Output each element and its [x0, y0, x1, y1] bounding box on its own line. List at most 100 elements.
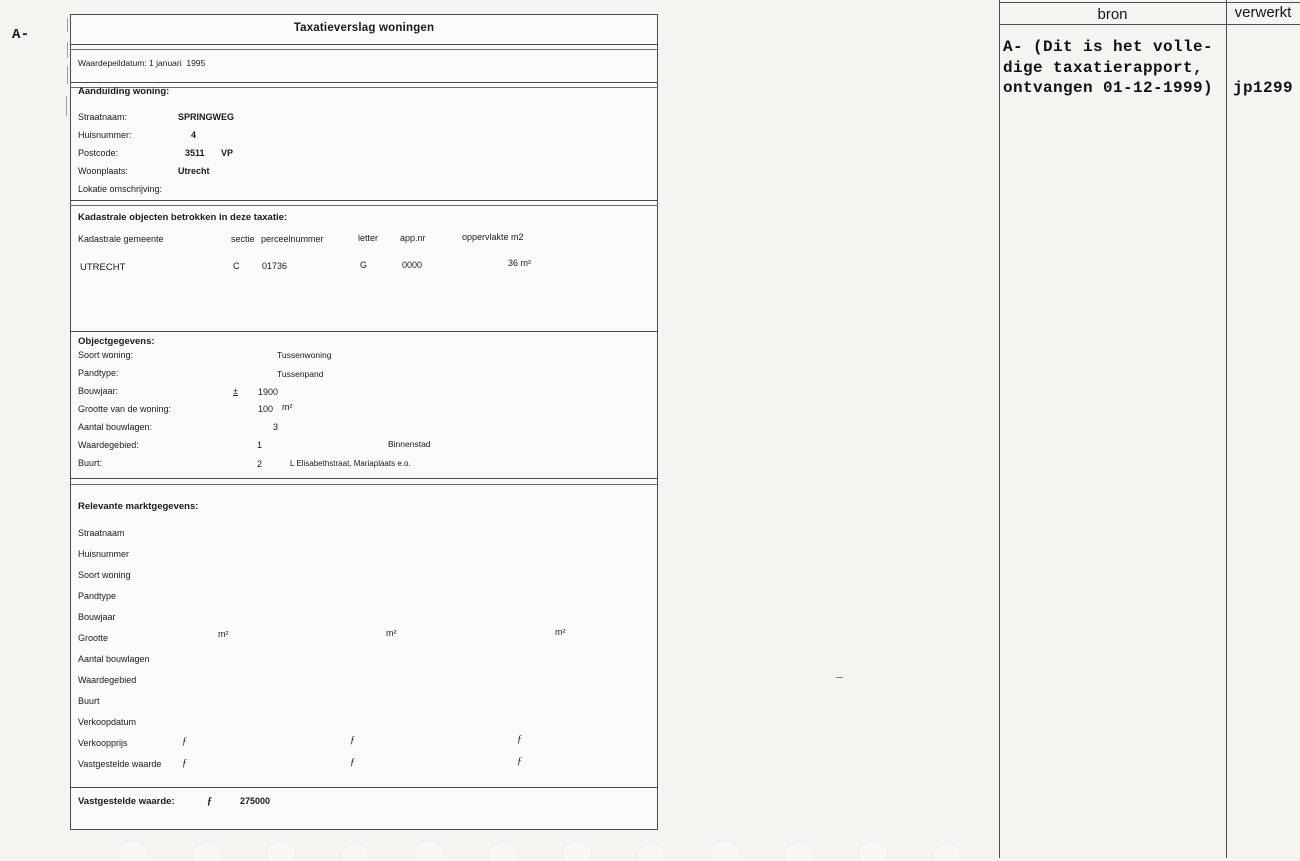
field-value-waardegebied-naam: Binnenstad: [388, 439, 431, 449]
field-value-waardegebied-code: 1: [257, 440, 263, 450]
field-value-postcode-letters: VP: [221, 148, 234, 158]
markt-row-label: Pandtype: [78, 591, 117, 601]
markt-row-label: Vastgestelde waarde: [78, 759, 162, 769]
field-value-bouwlagen: 3: [273, 422, 279, 432]
register-note-line1: A- (Dit is het volle-: [1003, 38, 1214, 56]
totaal-label: Vastgestelde waarde:: [78, 796, 175, 807]
markt-row-label: Straatnaam: [78, 528, 125, 538]
col-header-perceelnummer: perceelnummer: [261, 234, 324, 244]
markt-m2-col3: m²: [555, 627, 566, 637]
col-header-gemeente: Kadastrale gemeente: [78, 234, 164, 244]
register-note-line3: ontvangen 01-12-1999): [1003, 79, 1214, 97]
field-value-postcode-cijfers: 3511: [185, 148, 205, 158]
scan-speck: [836, 677, 843, 678]
col-header-appnr: app.nr: [400, 233, 426, 243]
scan-artifact: [488, 842, 518, 861]
markt-row-label: Bouwjaar: [78, 612, 116, 622]
col-header-oppervlakte: oppervlakte m2: [462, 232, 524, 242]
section-heading-kadastraal: Kadastrale objecten betrokken in deze ta…: [78, 212, 288, 223]
scan-artifact: [932, 843, 962, 861]
field-label-straatnaam: Straatnaam:: [78, 112, 128, 122]
field-label-waardegebied: Waardegebied:: [78, 440, 139, 450]
field-label-woonplaats: Woonplaats:: [78, 166, 128, 176]
form-border-top: [70, 14, 658, 15]
field-value-grootte: 100: [258, 404, 274, 414]
register-verwerkt-value: jp1299: [1233, 79, 1294, 97]
divider: [70, 200, 658, 201]
divider: [70, 484, 658, 485]
cell-sectie: C: [233, 261, 240, 271]
register-note-line2: dige taxatierapport,: [1003, 59, 1204, 77]
field-label-buurt: Buurt:: [78, 458, 103, 468]
markt-row-label: Aantal bouwlagen: [78, 654, 150, 664]
divider-title: [70, 44, 658, 45]
field-value-bouwjaar-prefix: ±: [233, 386, 238, 396]
markt-row-label: Verkoopprijs: [78, 738, 128, 748]
register-border-left: [999, 0, 1000, 858]
field-value-straatnaam: SPRINGWEG: [178, 112, 235, 122]
cell-appnr: 0000: [402, 260, 423, 270]
field-value-grootte-unit: m²: [282, 402, 293, 412]
divider: [70, 787, 658, 788]
markt-florin-waarde-col3: ƒ: [517, 756, 522, 767]
cell-perceelnummer: 01736: [262, 261, 288, 271]
field-value-soort-woning: Tussenwoning: [277, 350, 332, 360]
section-heading-markt: Relevante marktgegevens:: [78, 501, 199, 512]
scan-artifact: [710, 840, 740, 861]
field-label-postcode: Postcode:: [78, 148, 119, 158]
markt-florin-verkoopprijs-col1: ƒ: [182, 736, 187, 747]
markt-row-label: Waardegebied: [78, 675, 137, 685]
divider: [70, 82, 658, 83]
register-header-divider: [999, 24, 1300, 25]
form-border-bottom: [70, 829, 658, 830]
divider: [70, 478, 658, 479]
scan-artifact: [67, 66, 68, 84]
scan-artifact: [858, 840, 888, 861]
markt-m2-col2: m²: [386, 628, 397, 638]
field-value-buurt-code: 2: [257, 459, 263, 469]
markt-m2-col1: m²: [218, 629, 229, 639]
totaal-florin: ƒ: [207, 796, 212, 807]
section-heading-object: Objectgegevens:: [78, 336, 155, 347]
markt-florin-waarde-col2: ƒ: [350, 757, 355, 768]
register-col-header-verwerkt: verwerkt: [1234, 4, 1292, 21]
form-paper: [70, 14, 657, 829]
col-header-letter: letter: [358, 233, 379, 243]
margin-annotation: A-: [12, 27, 30, 43]
cell-oppervlakte: 36 m²: [508, 258, 532, 268]
markt-row-label: Verkoopdatum: [78, 717, 137, 727]
form-title: Taxatieverslag woningen: [293, 22, 435, 34]
section-heading-aanduiding: Aanduiding woning:: [78, 86, 170, 97]
field-value-woonplaats: Utrecht: [178, 166, 210, 176]
cell-letter: G: [360, 260, 368, 270]
field-label-pandtype: Pandtype:: [78, 368, 119, 378]
scan-artifact: [562, 840, 592, 861]
scan-artifact: [784, 842, 814, 861]
scan-artifact: [118, 840, 148, 861]
scan-artifact: [340, 843, 370, 861]
markt-florin-verkoopprijs-col3: ƒ: [517, 734, 522, 745]
cell-gemeente: UTRECHT: [80, 262, 126, 273]
divider: [70, 331, 658, 332]
markt-row-label: Soort woning: [78, 570, 131, 580]
field-value-buurt-naam: L Elisabethstraat, Mariaplaats e.o.: [290, 459, 411, 468]
field-label-soort-woning: Soort woning:: [78, 350, 134, 360]
register-col-header-bron: bron: [1097, 6, 1128, 23]
waardepeildatum: Waardepeildatum: 1 januari 1995: [78, 58, 206, 68]
field-label-huisnummer: Huisnummer:: [78, 130, 132, 140]
register-border-middle: [1226, 0, 1227, 858]
markt-row-label: Buurt: [78, 696, 100, 706]
divider: [70, 87, 658, 88]
scan-artifact: [636, 843, 666, 861]
totaal-bedrag: 275000: [240, 796, 271, 806]
col-header-sectie: sectie: [231, 234, 255, 244]
scan-artifact: [192, 842, 222, 861]
markt-row-label: Grootte: [78, 633, 109, 643]
divider: [70, 49, 658, 50]
markt-row-label: Huisnummer: [78, 549, 130, 559]
scan-artifact: [66, 96, 67, 116]
register-border-top: [999, 2, 1300, 3]
scan-artifact: [67, 18, 68, 32]
scan-artifact: [266, 840, 296, 861]
